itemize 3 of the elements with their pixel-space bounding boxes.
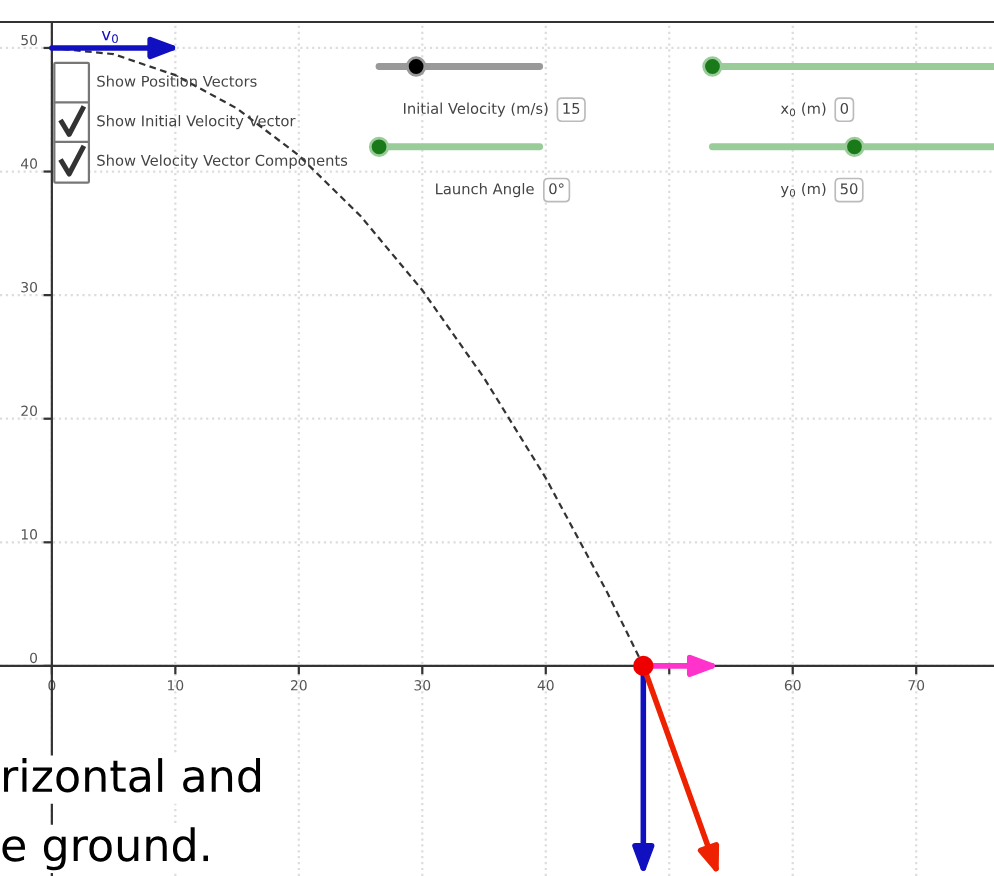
annotation: e ground. <box>2 827 209 871</box>
annotation: v$_{0}$ <box>101 31 118 44</box>
annotation: rizontal and <box>4 758 261 793</box>
